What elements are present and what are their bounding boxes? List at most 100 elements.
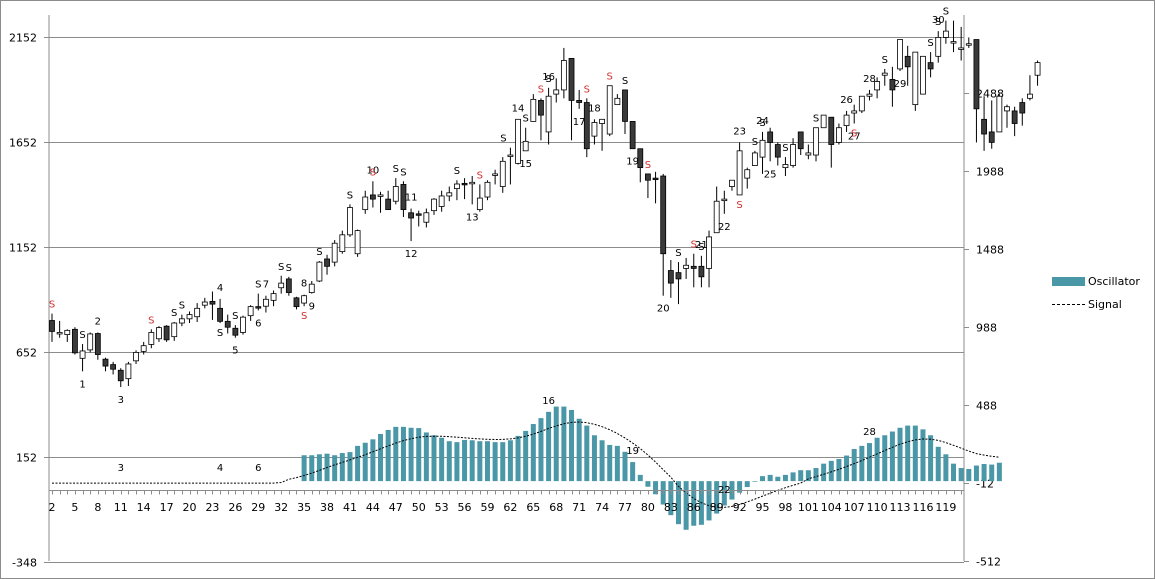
right-axis-tick: -512 xyxy=(976,556,1001,569)
candle xyxy=(79,350,86,359)
x-axis-tick: 116 xyxy=(912,501,933,514)
candle xyxy=(858,95,865,112)
s-marker: S xyxy=(752,137,758,148)
oscillator-label: 19 xyxy=(626,446,639,457)
candlesticks xyxy=(49,20,1041,388)
candle xyxy=(729,179,735,187)
candle xyxy=(347,207,353,236)
candle-label: 14 xyxy=(512,103,525,114)
x-axis-tick: 71 xyxy=(572,501,586,514)
s-marker: S xyxy=(179,301,185,312)
candle-label: 19 xyxy=(626,157,639,168)
candle xyxy=(385,198,392,211)
candle xyxy=(736,150,743,196)
candle xyxy=(637,148,644,169)
s-marker: S xyxy=(691,240,697,251)
candle xyxy=(897,39,903,70)
legend-item-signal: Signal xyxy=(1052,293,1140,316)
candle xyxy=(377,194,384,197)
candle-label: 29 xyxy=(894,79,907,90)
candle-label: 24 xyxy=(756,116,769,127)
candle xyxy=(423,212,430,223)
candle xyxy=(415,213,422,216)
candle xyxy=(408,212,414,219)
x-axis-tick: 53 xyxy=(435,501,449,514)
candle xyxy=(828,116,835,145)
s-marker: S xyxy=(943,7,949,18)
candle-label: 22 xyxy=(718,222,731,233)
candle xyxy=(965,43,972,46)
candle xyxy=(156,327,162,340)
candle xyxy=(920,55,926,95)
candle xyxy=(950,41,957,44)
x-axis-tick: 92 xyxy=(733,501,747,514)
candle xyxy=(72,328,78,354)
candle xyxy=(87,333,94,351)
x-axis-tick: 77 xyxy=(618,501,632,514)
candle xyxy=(392,186,399,202)
candle xyxy=(446,192,453,197)
x-axis-tick: 119 xyxy=(935,501,956,514)
candle xyxy=(996,95,1003,133)
s-marker: S xyxy=(500,134,506,145)
candle xyxy=(645,173,651,181)
s-marker: S xyxy=(255,280,261,291)
s-marker: S xyxy=(538,84,544,95)
candle xyxy=(1011,110,1018,124)
candle xyxy=(958,47,965,50)
candle xyxy=(362,196,369,211)
candle xyxy=(492,173,499,176)
s-marker: S xyxy=(927,38,933,49)
candle xyxy=(171,322,178,338)
s-marker: S xyxy=(698,242,704,253)
s-marker: S xyxy=(316,247,322,258)
gridlines xyxy=(48,15,965,563)
candle-label: 2 xyxy=(95,316,101,327)
candle xyxy=(774,144,781,158)
candle xyxy=(369,194,376,200)
s-marker: S xyxy=(736,200,742,211)
right-axis-tick: 1488 xyxy=(976,244,1004,257)
candle xyxy=(583,102,590,150)
candle xyxy=(530,98,537,122)
candle xyxy=(1019,102,1026,114)
candle xyxy=(1004,106,1010,112)
s-marker: S xyxy=(400,167,406,178)
candle xyxy=(568,58,575,101)
s-marker: S xyxy=(813,114,819,125)
candle xyxy=(667,270,674,284)
candle xyxy=(629,121,636,150)
s-marker: S xyxy=(301,311,307,322)
candle-label: 27 xyxy=(848,132,861,143)
candle xyxy=(316,261,323,282)
s-marker: S xyxy=(148,315,154,326)
candle-label: 28 xyxy=(863,74,876,85)
s-marker: S xyxy=(217,328,223,339)
candle xyxy=(927,62,934,70)
candle xyxy=(706,236,712,269)
candle xyxy=(499,160,506,187)
x-axis-tick: 41 xyxy=(343,501,357,514)
candle xyxy=(247,306,254,317)
candle xyxy=(454,183,460,190)
s-marker: S xyxy=(645,160,651,171)
candle xyxy=(56,332,63,335)
candle xyxy=(836,127,842,143)
candle xyxy=(545,95,552,133)
oscillator-swatch xyxy=(1052,277,1085,286)
x-axis: 2 5 8 11 14 17 20 23 26 29 32 35 38 41 44 47 50 53 56 59 62 6… xyxy=(49,490,964,514)
candle xyxy=(591,122,598,137)
candle xyxy=(698,265,705,278)
x-axis-tick: 95 xyxy=(756,501,770,514)
x-axis-tick: 101 xyxy=(798,501,819,514)
candle xyxy=(324,258,330,267)
candle-label: 21 xyxy=(695,240,708,251)
candle-label: 13 xyxy=(466,212,479,223)
candle-label: 30 xyxy=(932,15,945,26)
candle-label: 26 xyxy=(840,95,853,106)
candle xyxy=(117,369,124,382)
candle-label: 4 xyxy=(217,283,223,294)
s-marker: S xyxy=(347,190,353,201)
candle xyxy=(614,97,621,106)
